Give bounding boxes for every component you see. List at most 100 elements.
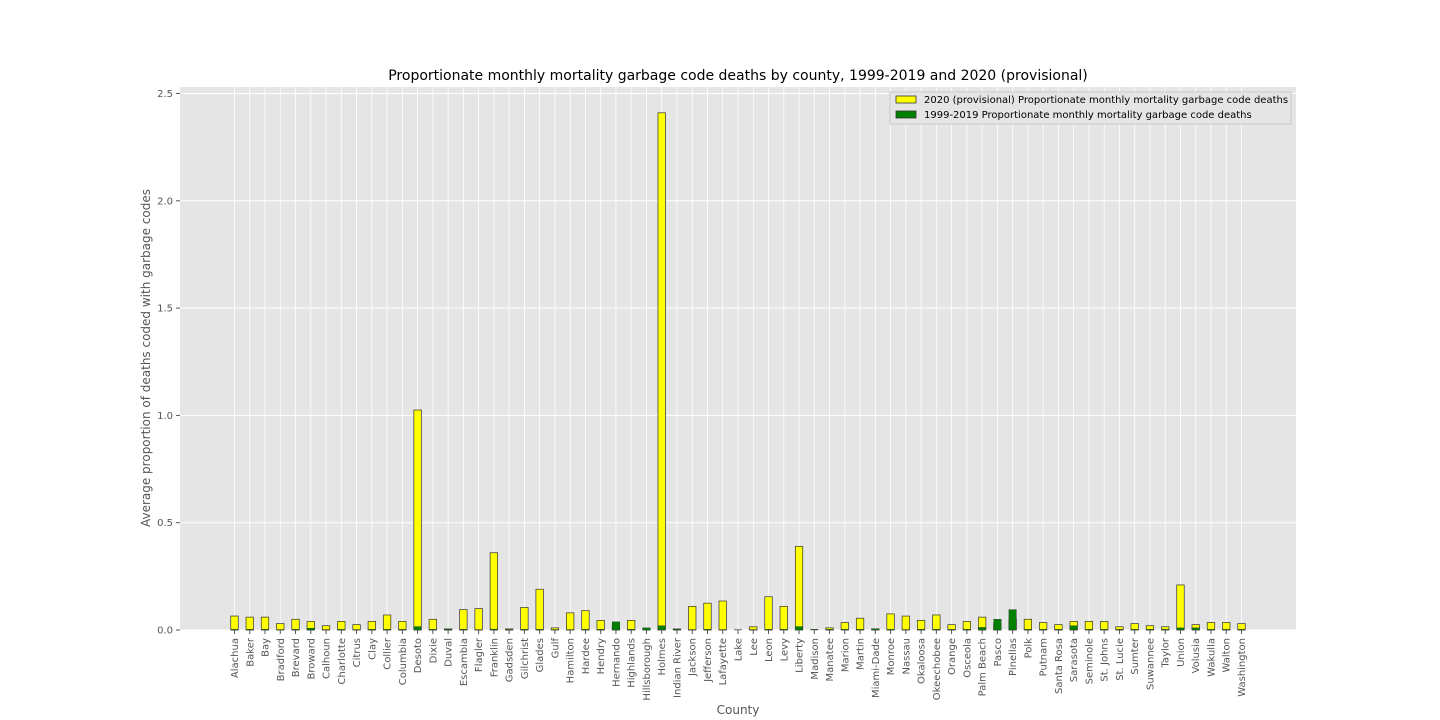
bar-2020: [276, 623, 285, 631]
bar-1999-2019: [978, 627, 987, 631]
bar-2020: [794, 545, 804, 631]
bar-1999-2019: [444, 628, 453, 631]
series-2020-bars: [230, 112, 1246, 631]
bar-1999-2019: [825, 629, 834, 631]
legend-label-1999-2019: 1999-2019 Proportionate monthly mortalit…: [924, 110, 1252, 121]
x-tick-label: Pasco: [993, 638, 1004, 667]
x-tick-label: Polk: [1023, 638, 1034, 659]
bar-1999-2019: [1146, 629, 1154, 631]
bar-2020: [382, 614, 392, 631]
bar-2020: [367, 621, 376, 631]
bar-2020: [779, 606, 788, 631]
bar-2020: [901, 615, 910, 631]
bar-1999-2019: [459, 629, 468, 631]
bar-1999-2019: [428, 629, 437, 631]
x-tick-label: Osceola: [962, 638, 973, 678]
bar-1999-2019: [489, 628, 498, 631]
bar-1999-2019: [306, 628, 315, 631]
x-tick-label: Citrus: [352, 638, 363, 667]
x-tick-label: Nassau: [901, 638, 912, 675]
legend-swatch-1999-2019: [895, 110, 917, 119]
x-tick-label: Desoto: [413, 638, 424, 673]
bar-1999-2019: [596, 629, 605, 631]
x-tick-label: Hardee: [581, 638, 592, 674]
bar-2020: [932, 614, 941, 631]
bar-1999-2019: [779, 629, 788, 631]
x-tick-label: Okeechobee: [932, 638, 943, 700]
bar-1999-2019: [383, 629, 392, 631]
x-tick-label: Gulf: [550, 638, 561, 659]
x-tick-label: Hillsborough: [642, 638, 653, 701]
y-tick-label: 1.5: [157, 304, 173, 315]
bar-2020: [1023, 618, 1032, 631]
bar-2020: [1176, 584, 1185, 631]
bar-1999-2019: [856, 629, 865, 631]
legend-label-2020: 2020 (provisional) Proportionate monthly…: [924, 95, 1288, 106]
bar-2020: [1222, 622, 1231, 631]
bar-1999-2019: [535, 629, 544, 631]
y-tick-label: 1.0: [157, 411, 173, 422]
bar-1999-2019: [1222, 629, 1231, 631]
bar-1999-2019: [1161, 629, 1170, 631]
y-axis-label: Average proportion of deaths coded with …: [139, 189, 153, 527]
bar-1999-2019: [261, 629, 269, 631]
bar-1999-2019: [1069, 625, 1078, 631]
x-tick-label: Lake: [734, 638, 745, 661]
bar-1999-2019: [291, 629, 300, 631]
x-tick-label: Washington: [1237, 638, 1248, 697]
bar-2020: [321, 625, 331, 631]
x-tick-label: Levy: [779, 638, 790, 661]
bar-1999-2019: [764, 629, 773, 631]
bar-2020: [1100, 621, 1109, 631]
x-tick-label: Broward: [306, 638, 317, 679]
bar-2020: [291, 618, 300, 631]
bar-1999-2019: [337, 629, 346, 631]
x-tick-label: Hernando: [611, 638, 622, 687]
x-tick-label: Bay: [261, 638, 272, 657]
bar-1999-2019: [871, 628, 880, 631]
y-tick-label: 2.5: [157, 89, 173, 100]
bar-2020: [245, 616, 254, 631]
bar-2020: [337, 621, 346, 631]
bar-1999-2019: [1237, 629, 1246, 631]
x-tick-label: Wakulla: [1206, 638, 1217, 677]
x-tick-label: Gadsden: [505, 638, 516, 682]
bar-2020: [840, 622, 849, 631]
bar-2020: [1237, 623, 1246, 631]
bar-1999-2019: [932, 629, 941, 631]
x-tick-label: Duval: [444, 638, 455, 667]
bar-2020: [459, 609, 468, 631]
bar-2020: [1084, 621, 1094, 631]
x-tick-label: Clay: [367, 638, 378, 660]
bar-2020: [627, 619, 636, 631]
bar-2020: [581, 610, 590, 631]
bar-1999-2019: [1100, 629, 1109, 631]
bar-1999-2019: [886, 629, 895, 631]
x-tick-label: Charlotte: [337, 638, 348, 684]
x-tick-label: Glades: [535, 638, 546, 672]
bar-1999-2019: [1084, 629, 1093, 631]
x-tick-label: Calhoun: [322, 638, 333, 679]
x-tick-label: Alachua: [230, 638, 241, 678]
bar-1999-2019: [795, 626, 803, 631]
bar-1999-2019: [947, 629, 956, 631]
legend-swatch-2020: [895, 95, 917, 104]
bar-1999-2019: [993, 619, 1002, 631]
bar-2020: [916, 619, 926, 631]
bar-1999-2019: [1130, 629, 1139, 631]
bar-1999-2019: [1008, 609, 1017, 631]
bar-1999-2019: [1115, 629, 1124, 631]
x-tick-label: Volusia: [1191, 638, 1202, 673]
x-tick-label: Marion: [840, 638, 851, 672]
bar-2020: [428, 618, 437, 631]
x-tick-label: Madison: [810, 638, 821, 680]
x-tick-label: Monroe: [886, 638, 897, 675]
bar-1999-2019: [673, 628, 681, 631]
x-axis-label: County: [717, 703, 760, 717]
y-tick-label: 0.5: [157, 518, 173, 529]
bar-2020: [657, 112, 666, 631]
bar-1999-2019: [1023, 629, 1032, 631]
y-axis: 0.0 0.5 1.0 1.5 2.0 2.5: [157, 89, 180, 637]
x-tick-label: Dixie: [428, 638, 439, 663]
